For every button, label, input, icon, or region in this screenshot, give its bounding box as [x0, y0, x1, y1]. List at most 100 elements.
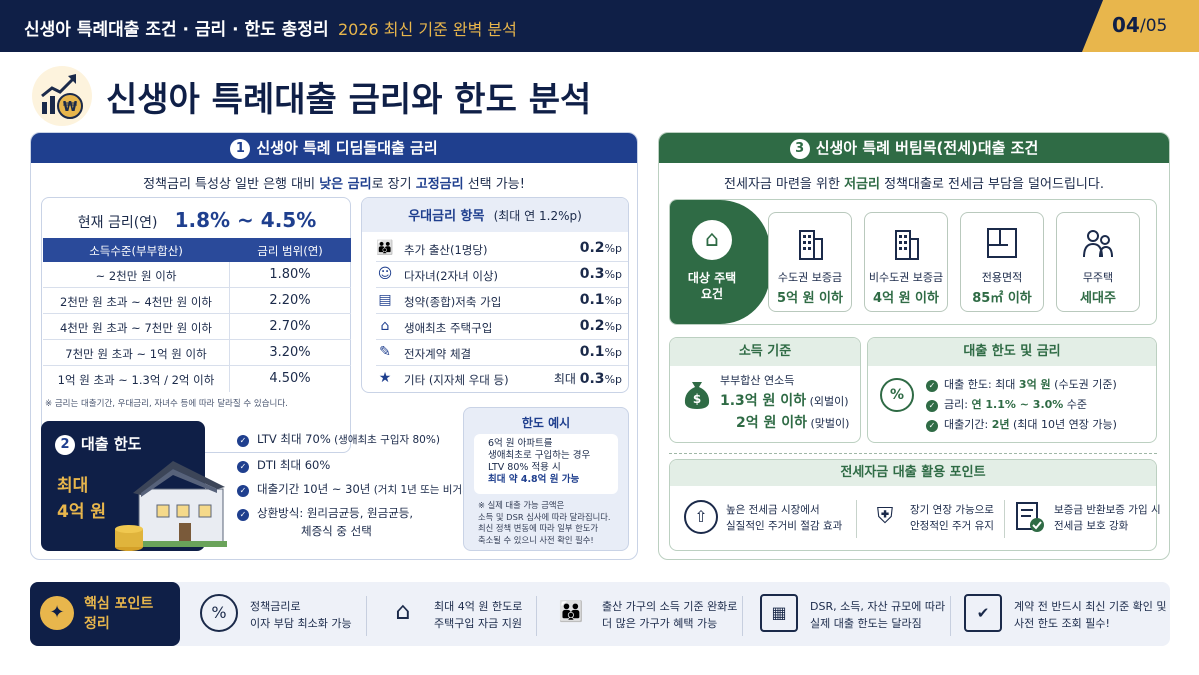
svg-text:$: $: [693, 392, 701, 406]
header-subtitle: 2026 최신 기준 완벽 분석: [338, 20, 517, 39]
table-row: ~ 2천만 원 이하 1.80%: [43, 262, 351, 288]
check-icon: ✓: [926, 420, 938, 432]
limit-bullet-cont: 체증식 중 선택: [301, 524, 372, 538]
svg-text:₩: ₩: [63, 100, 78, 115]
section2-number: 2: [55, 435, 75, 455]
header-title: 신생아 특례대출 조건 · 금리 · 한도 총정리: [24, 20, 329, 40]
check-icon: ✓: [237, 461, 249, 473]
section1-header: 1 신생아 특례 디딤돌대출 금리: [31, 133, 637, 163]
rate-table: 소득수준(부부합산) 금리 범위(연) ~ 2천만 원 이하 1.80% 2천만 …: [43, 238, 351, 448]
check-icon: ✓: [237, 485, 249, 497]
page-indicator: 04 /05: [1082, 0, 1199, 52]
limit-title: 대출 한도 및 금리: [868, 338, 1156, 366]
section1-panel: 1 신생아 특례 디딤돌대출 금리 정책금리 특성상 일반 은행 대비 낮은 금리…: [30, 132, 638, 560]
building-icon: [799, 230, 823, 260]
limit-item: ✓ 대출기간: 2년 (최대 10년 연장 가능): [926, 416, 1117, 432]
income-line: 2억 원 이하 (맞벌이): [736, 415, 850, 431]
income-label: 부부합산 연소득: [720, 374, 795, 387]
tip-divider: [1004, 500, 1005, 538]
col-divider: [229, 262, 230, 392]
savings-doc-icon: ▤: [378, 292, 392, 308]
current-rate: 현재 금리(연) 1.8% ~ 4.5%: [42, 208, 352, 232]
shield-icon: ⛨: [876, 504, 894, 529]
income-box: 소득 기준 $ 부부합산 연소득 1.3억 원 이하 (외벌이) 2억 원 이하…: [669, 337, 861, 443]
income-line: 1.3억 원 이하 (외벌이): [720, 393, 849, 409]
footer-divider: [536, 596, 537, 636]
pref-item: ☺ 다자녀(2자녀 이상) 0.3%p: [376, 262, 628, 288]
pref-header: 우대금리 항목 (최대 연 1.2%p): [362, 198, 628, 232]
growth-coin-icon: ₩: [32, 66, 92, 126]
family-icon: 👪: [376, 240, 394, 256]
contract-icon: ✎: [379, 344, 391, 360]
calculator-icon: ▦: [760, 594, 798, 632]
current-rate-label: 현재 금리(연): [77, 215, 158, 231]
example-notes: ※ 실제 대출 가능 금액은 소득 및 DSR 심사에 따라 달라집니다. 최신…: [478, 500, 611, 545]
tip-text: 장기 연장 가능으로 안정적인 주거 유지: [910, 504, 994, 532]
footer-divider: [366, 596, 367, 636]
footer-divider: [742, 596, 743, 636]
home-icon: ⌂: [380, 318, 390, 334]
page-total: /05: [1140, 16, 1168, 36]
limit-bullet: ✓ DTI 최대 60%: [237, 457, 330, 473]
example-title: 한도 예시: [521, 416, 571, 430]
house-illustration-icon: [113, 449, 229, 553]
section3-header: 3 신생아 특례 버팀목(전세)대출 조건: [659, 133, 1169, 163]
percent-icon: %: [880, 378, 914, 412]
page-title: 신생아 특례대출 금리와 한도 분석: [106, 80, 592, 120]
rate-table-header: 소득수준(부부합산) 금리 범위(연): [43, 238, 351, 262]
people-icon: [1083, 230, 1113, 258]
doc-check-icon: [1012, 500, 1046, 534]
housing-requirements-box: ⌂ 대상 주택 요건 수도권 보증금 5억 원 이하 비수도권 보증금 4억 원…: [669, 199, 1157, 325]
limit-item: ✓ 대출 한도: 최대 3억 원 (수도권 기준): [926, 376, 1117, 392]
rate-table-box: 현재 금리(연) 1.8% ~ 4.5% 소득수준(부부합산) 금리 범위(연)…: [41, 197, 351, 453]
section2-header: 2 대출 한도: [55, 433, 141, 455]
limit-bullet: ✓ LTV 최대 70% (생애최초 구입자 80%): [237, 431, 440, 447]
footer-label: 핵심 포인트 정리: [84, 596, 154, 632]
tips-box: 전세자금 대출 활용 포인트 ⇧ 높은 전세금 시장에서 실질적인 주거비 절감 …: [669, 459, 1161, 551]
section3-description: 전세자금 마련을 위한 저금리 정책대출로 전세금 부담을 덜어드립니다.: [724, 177, 1104, 192]
family-icon: 👪: [558, 599, 584, 623]
page-current: 04: [1112, 13, 1140, 37]
requirement-card: 비수도권 보증금 4억 원 이하: [864, 212, 948, 312]
requirement-card: 수도권 보증금 5억 원 이하: [768, 212, 852, 312]
tip-text: 보증금 반환보증 가입 시 전세금 보호 강화: [1054, 504, 1161, 532]
income-title: 소득 기준: [670, 338, 860, 366]
pref-item: ▤ 청약(종합)저축 가입 0.1%p: [376, 288, 628, 314]
example-result: 최대 약 4.8억 원 가능: [488, 474, 580, 485]
house-up-icon: ⇧: [684, 500, 718, 534]
lightbulb-icon: ✦: [40, 596, 74, 630]
building-icon: [895, 230, 919, 260]
checklist-icon: ✔: [964, 594, 1002, 632]
limit-item: ✓ 금리: 연 1.1% ~ 3.0% 수준: [926, 396, 1087, 412]
tip-divider: [856, 500, 857, 538]
money-bag-icon: $: [682, 376, 712, 410]
max-limit-value: 4억 원: [57, 502, 107, 522]
table-note: ※ 금리는 대출기간, 우대금리, 자녀수 등에 따라 달라질 수 있습니다.: [45, 399, 288, 409]
top-bar: 신생아 특례대출 조건 · 금리 · 한도 총정리 2026 최신 기준 완벽 …: [0, 0, 1199, 52]
preferential-rate-box: 우대금리 항목 (최대 연 1.2%p) 👪 추가 출산(1명당) 0.2%p ☺ 다…: [361, 197, 629, 393]
section2-title: 대출 한도: [81, 435, 142, 453]
table-row: 2천만 원 초과 ~ 4천만 원 이하 2.20%: [43, 288, 351, 314]
pref-item: ⌂ 생애최초 주택구입 0.2%p: [376, 314, 628, 340]
footer-label-box: ✦ 핵심 포인트 정리: [30, 582, 180, 646]
example-content: 6억 원 아파트를 생애최초로 구입하는 경우 LTV 80% 적용 시 최대 …: [474, 434, 618, 494]
current-rate-value: 1.8% ~ 4.5%: [174, 208, 317, 232]
section3-panel: 3 신생아 특례 버팀목(전세)대출 조건 전세자금 마련을 위한 저금리 정책대…: [658, 132, 1170, 560]
star-icon: ★: [378, 370, 392, 386]
section3-number: 3: [789, 139, 810, 159]
check-icon: ✓: [237, 509, 249, 521]
section1-description: 정책금리 특성상 일반 은행 대비 낮은 금리로 장기 고정금리 선택 가능!: [143, 177, 525, 192]
target-label-box: ⌂ 대상 주택 요건: [670, 200, 770, 324]
pref-item: ★ 기타 (지자체 우대 등) 최대 0.3%p: [376, 366, 628, 392]
tips-title: 전세자금 대출 활용 포인트: [670, 460, 1156, 486]
max-limit-label: 최대: [57, 476, 89, 496]
check-icon: ✓: [237, 435, 249, 447]
tip-text: 높은 전세금 시장에서 실질적인 주거비 절감 효과: [726, 504, 843, 532]
section1-title: 신생아 특례 디딤돌대출 금리: [256, 139, 438, 157]
pref-item: ✎ 전자계약 체결 0.1%p: [376, 340, 628, 366]
table-row: 7천만 원 초과 ~ 1억 원 이하 3.20%: [43, 340, 351, 366]
col-rate: 금리 범위(연): [257, 244, 323, 258]
example-box: 한도 예시 6억 원 아파트를 생애최초로 구입하는 경우 LTV 80% 적용…: [463, 407, 629, 551]
pref-item: 👪 추가 출산(1명당) 0.2%p: [376, 236, 628, 262]
check-icon: ✓: [926, 400, 938, 412]
